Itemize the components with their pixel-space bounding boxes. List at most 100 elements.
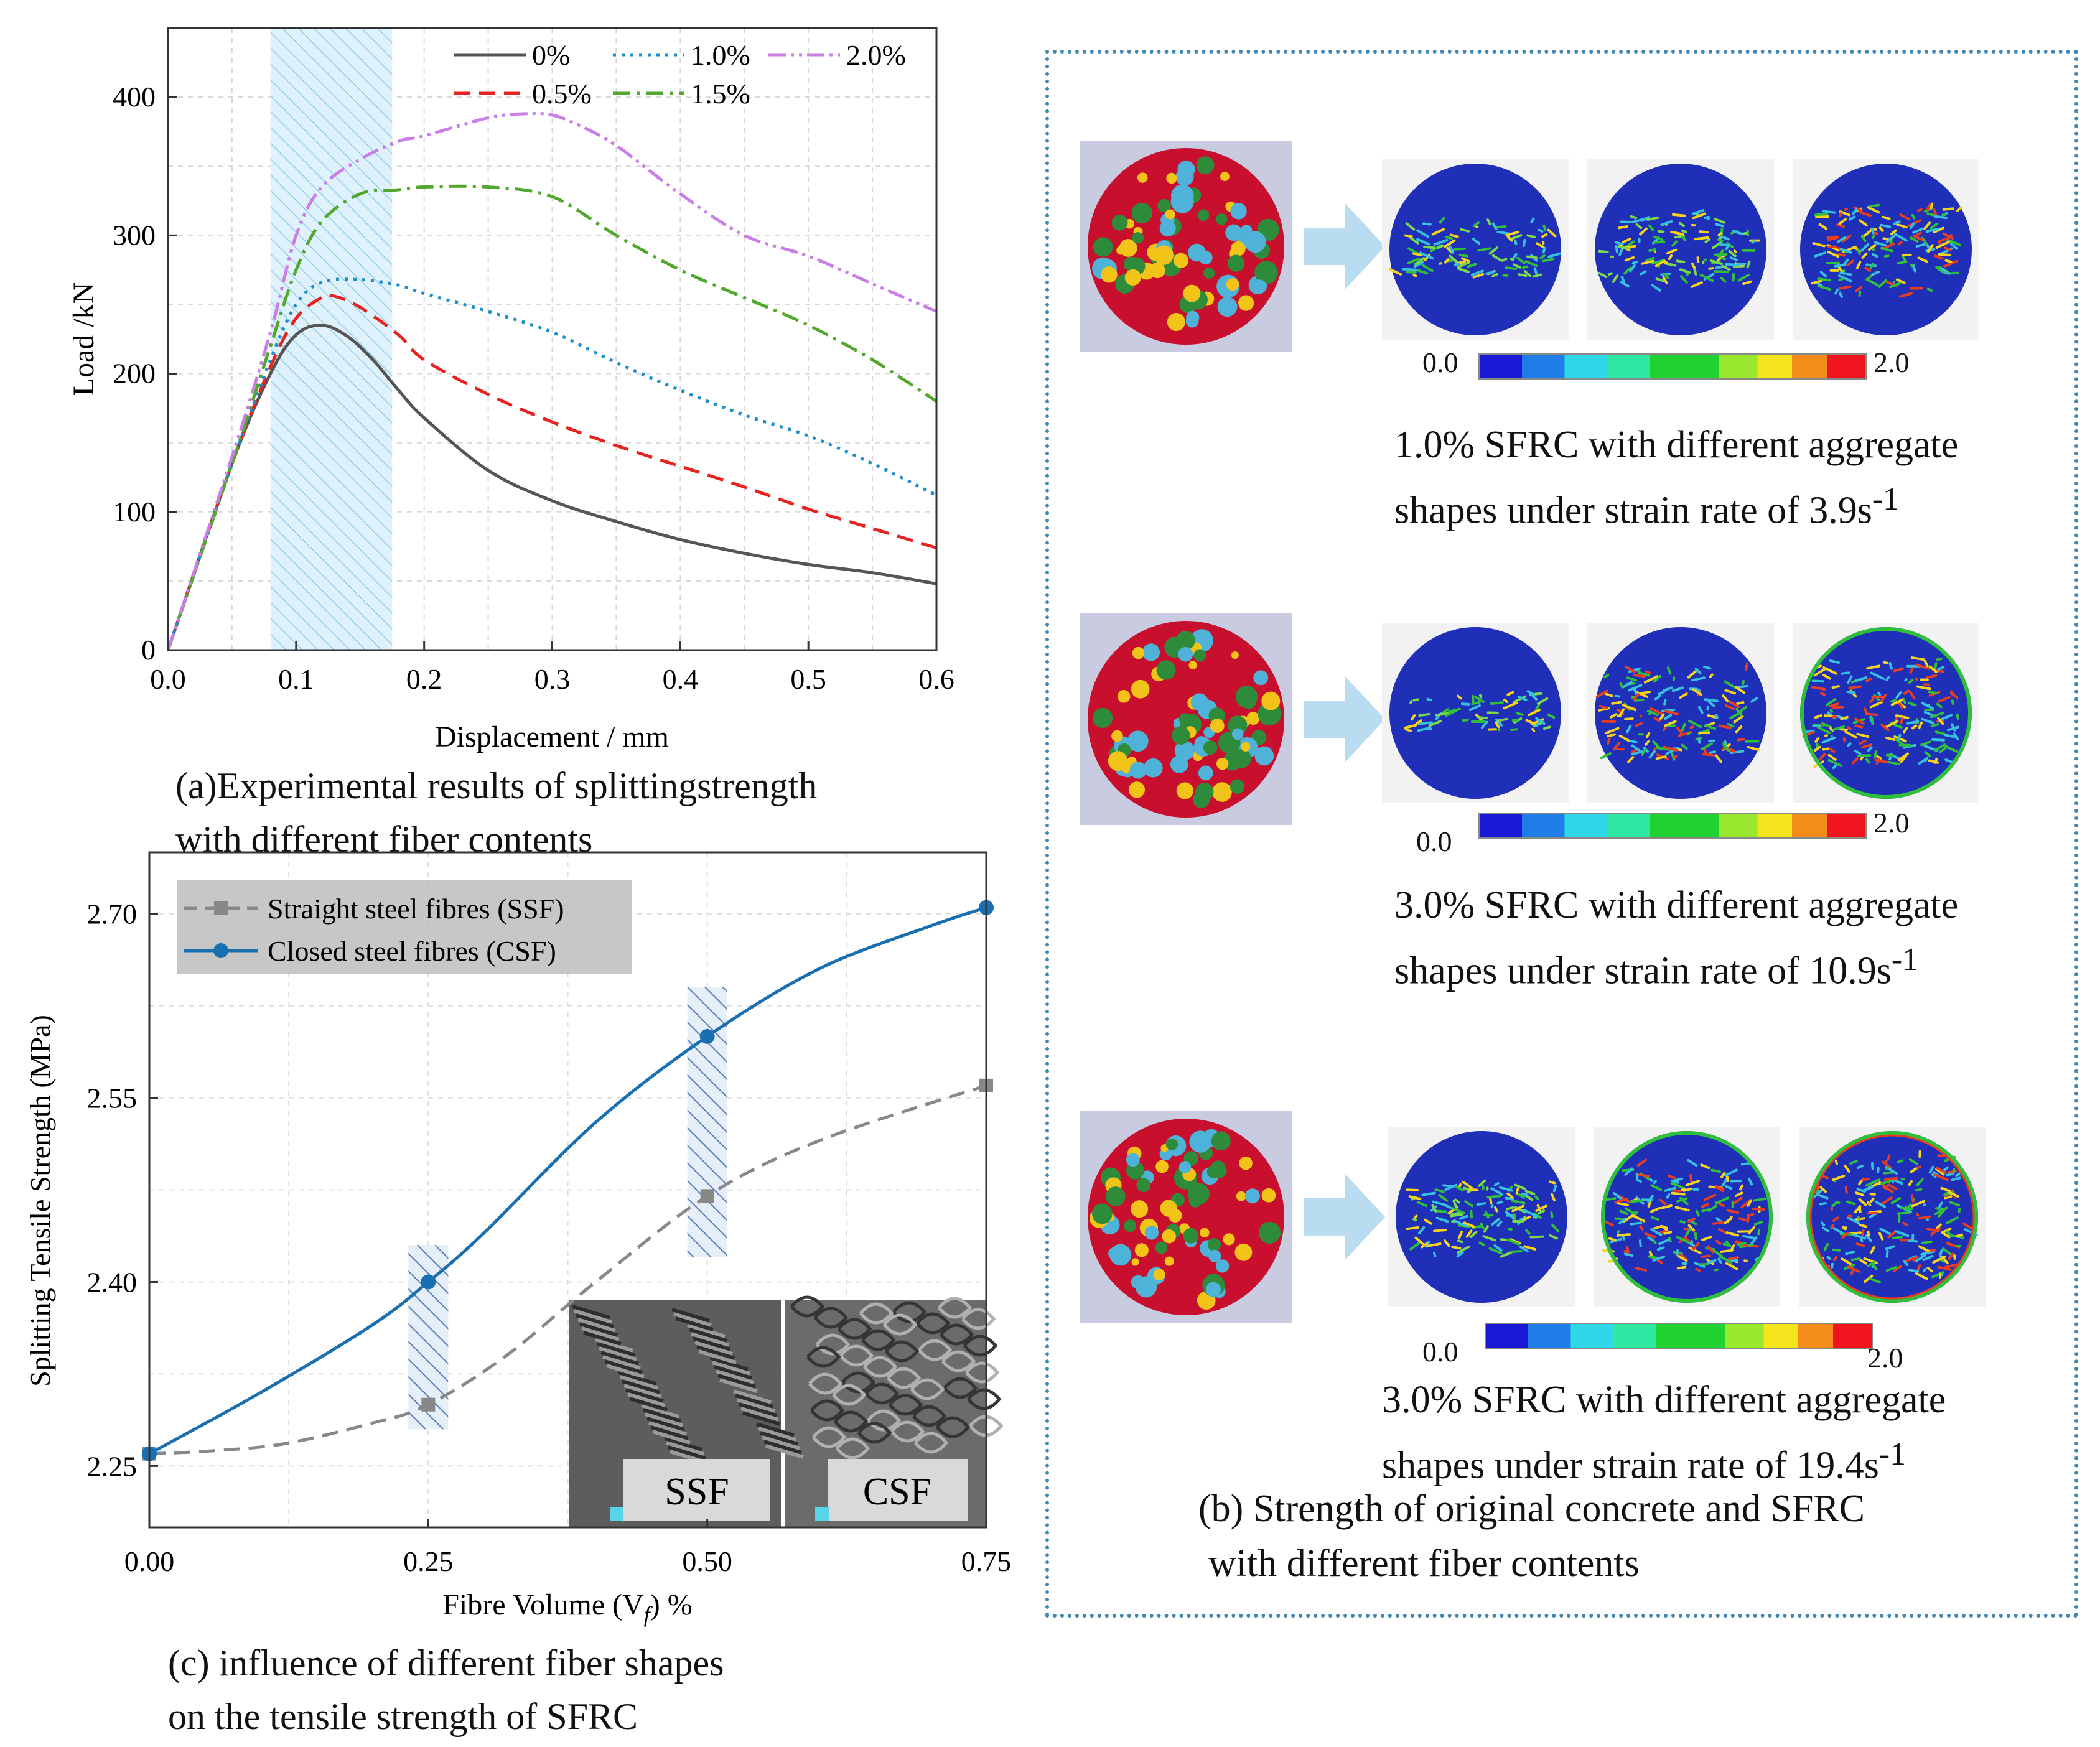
closed-fiber [963, 1335, 998, 1357]
closed-fiber [867, 1409, 902, 1432]
crack-segment [1647, 1201, 1652, 1208]
crack-segment [1812, 242, 1826, 248]
crack-segment [1820, 1221, 1826, 1226]
aggregate-particle [1215, 1259, 1230, 1273]
crack-segment [1516, 1191, 1525, 1199]
aggregate-particle [1185, 314, 1199, 328]
crack-segment [1423, 245, 1435, 249]
crack-segment [1699, 230, 1709, 234]
caption-line: shapes under strain rate of 3.9s-1 [1394, 482, 1899, 532]
crack-segment [1631, 218, 1645, 223]
crack-segment [1883, 1176, 1898, 1181]
closed-fiber [941, 1350, 976, 1372]
closed-fiber [969, 1415, 1004, 1437]
crack-segment [1622, 1214, 1633, 1223]
crack-segment [1893, 220, 1901, 225]
crack-segment [1664, 710, 1679, 715]
closed-fiber [965, 1361, 1000, 1384]
crack-segment [1496, 1220, 1503, 1228]
aggregate-particle [1172, 726, 1190, 745]
crack-segment [1822, 747, 1831, 751]
crack-segment [1663, 1231, 1673, 1235]
crack-segment [1941, 1247, 1953, 1256]
legend-label: Straight steel fibres (SSF) [268, 893, 564, 925]
straight-fiber [641, 1404, 679, 1419]
crack-segment [1866, 664, 1881, 670]
crack-segment [1859, 211, 1872, 217]
crack-segment [1685, 1228, 1692, 1237]
crack-segment [1890, 229, 1897, 236]
aggregate-particle [1178, 713, 1191, 725]
closed-fiber [808, 1372, 843, 1395]
straight-fiber [735, 1394, 773, 1409]
crack-segment [1856, 732, 1869, 738]
crack-segment [1632, 693, 1640, 701]
aggregate-particle [1211, 1163, 1227, 1178]
aggregate-particle [1131, 679, 1150, 699]
crack-segment [1512, 253, 1518, 260]
crack-segment [1444, 235, 1453, 240]
crack-segment [1869, 1193, 1876, 1196]
closed-fiber [887, 1367, 922, 1389]
crack-segment [1915, 1272, 1928, 1280]
crack-segment [1496, 225, 1507, 229]
crack-segment [1754, 1257, 1760, 1262]
crack-segment [1706, 706, 1710, 711]
crack-segment [1926, 244, 1934, 253]
crack-segment [1929, 665, 1938, 673]
crack-segment [1682, 235, 1686, 241]
aggregate-particle [1198, 251, 1213, 265]
crack-segment [1880, 246, 1893, 253]
crack-segment [1896, 260, 1908, 265]
crack-segment [1612, 274, 1619, 283]
crack-segment [1890, 698, 1903, 706]
crack-segment [1850, 1257, 1861, 1262]
crack-segment [1846, 1200, 1856, 1206]
crack-segment [1715, 714, 1719, 719]
crack-segment [1908, 678, 1914, 684]
crack-segment [1641, 748, 1647, 756]
ssf-label: SSF [665, 1471, 729, 1513]
aggregate-particle [1207, 1237, 1221, 1252]
crack-segment [1486, 711, 1499, 714]
crack-segment [1926, 287, 1933, 292]
crack-segment [1467, 263, 1477, 268]
edge-damage-ring [1601, 1131, 1773, 1303]
crack-segment [1814, 212, 1829, 217]
crack-segment [1819, 1186, 1827, 1193]
crack-segment [1458, 1230, 1463, 1239]
crack-segment [1861, 743, 1873, 749]
crack-segment [1701, 1235, 1713, 1242]
crack-segment [1506, 1192, 1514, 1199]
crack-segment [1547, 228, 1557, 238]
aggregate-particle [1196, 156, 1215, 175]
crack-segment [1834, 263, 1847, 268]
crack-segment [1645, 670, 1651, 674]
crack-segment [1458, 1214, 1468, 1220]
colorbar-min-label: 0.0 [1422, 347, 1458, 378]
crack-segment [1519, 1246, 1529, 1253]
crack-segment [1834, 288, 1839, 295]
crack-segment [1858, 291, 1862, 297]
crack-segment [1511, 1199, 1526, 1204]
crack-segment [1681, 743, 1688, 750]
crack-segment [1664, 1186, 1677, 1192]
crack-segment [1715, 754, 1722, 763]
crack-segment [1472, 273, 1485, 279]
crack-segment [1861, 252, 1868, 259]
crack-segment [1878, 1231, 1884, 1241]
crack-segment [1930, 202, 1934, 210]
crack-segment [1827, 753, 1837, 761]
crack-segment [1418, 1226, 1426, 1234]
aggregate-particle [1131, 1200, 1149, 1218]
crack-segment [1614, 694, 1621, 698]
legend-label: 2.0% [846, 39, 906, 71]
crack-segment [1861, 1229, 1865, 1236]
crack-segment [1505, 230, 1520, 236]
crack-segment [1757, 1228, 1761, 1236]
crack-segment [1742, 1234, 1758, 1240]
crack-segment [1904, 1256, 1919, 1263]
caption-line: with different fiber contents [1208, 1542, 1640, 1585]
simulation-panel: 0.0 2.0 1.0% SFRC with different aggrega… [1045, 50, 2078, 1618]
crack-segment [1718, 724, 1732, 730]
